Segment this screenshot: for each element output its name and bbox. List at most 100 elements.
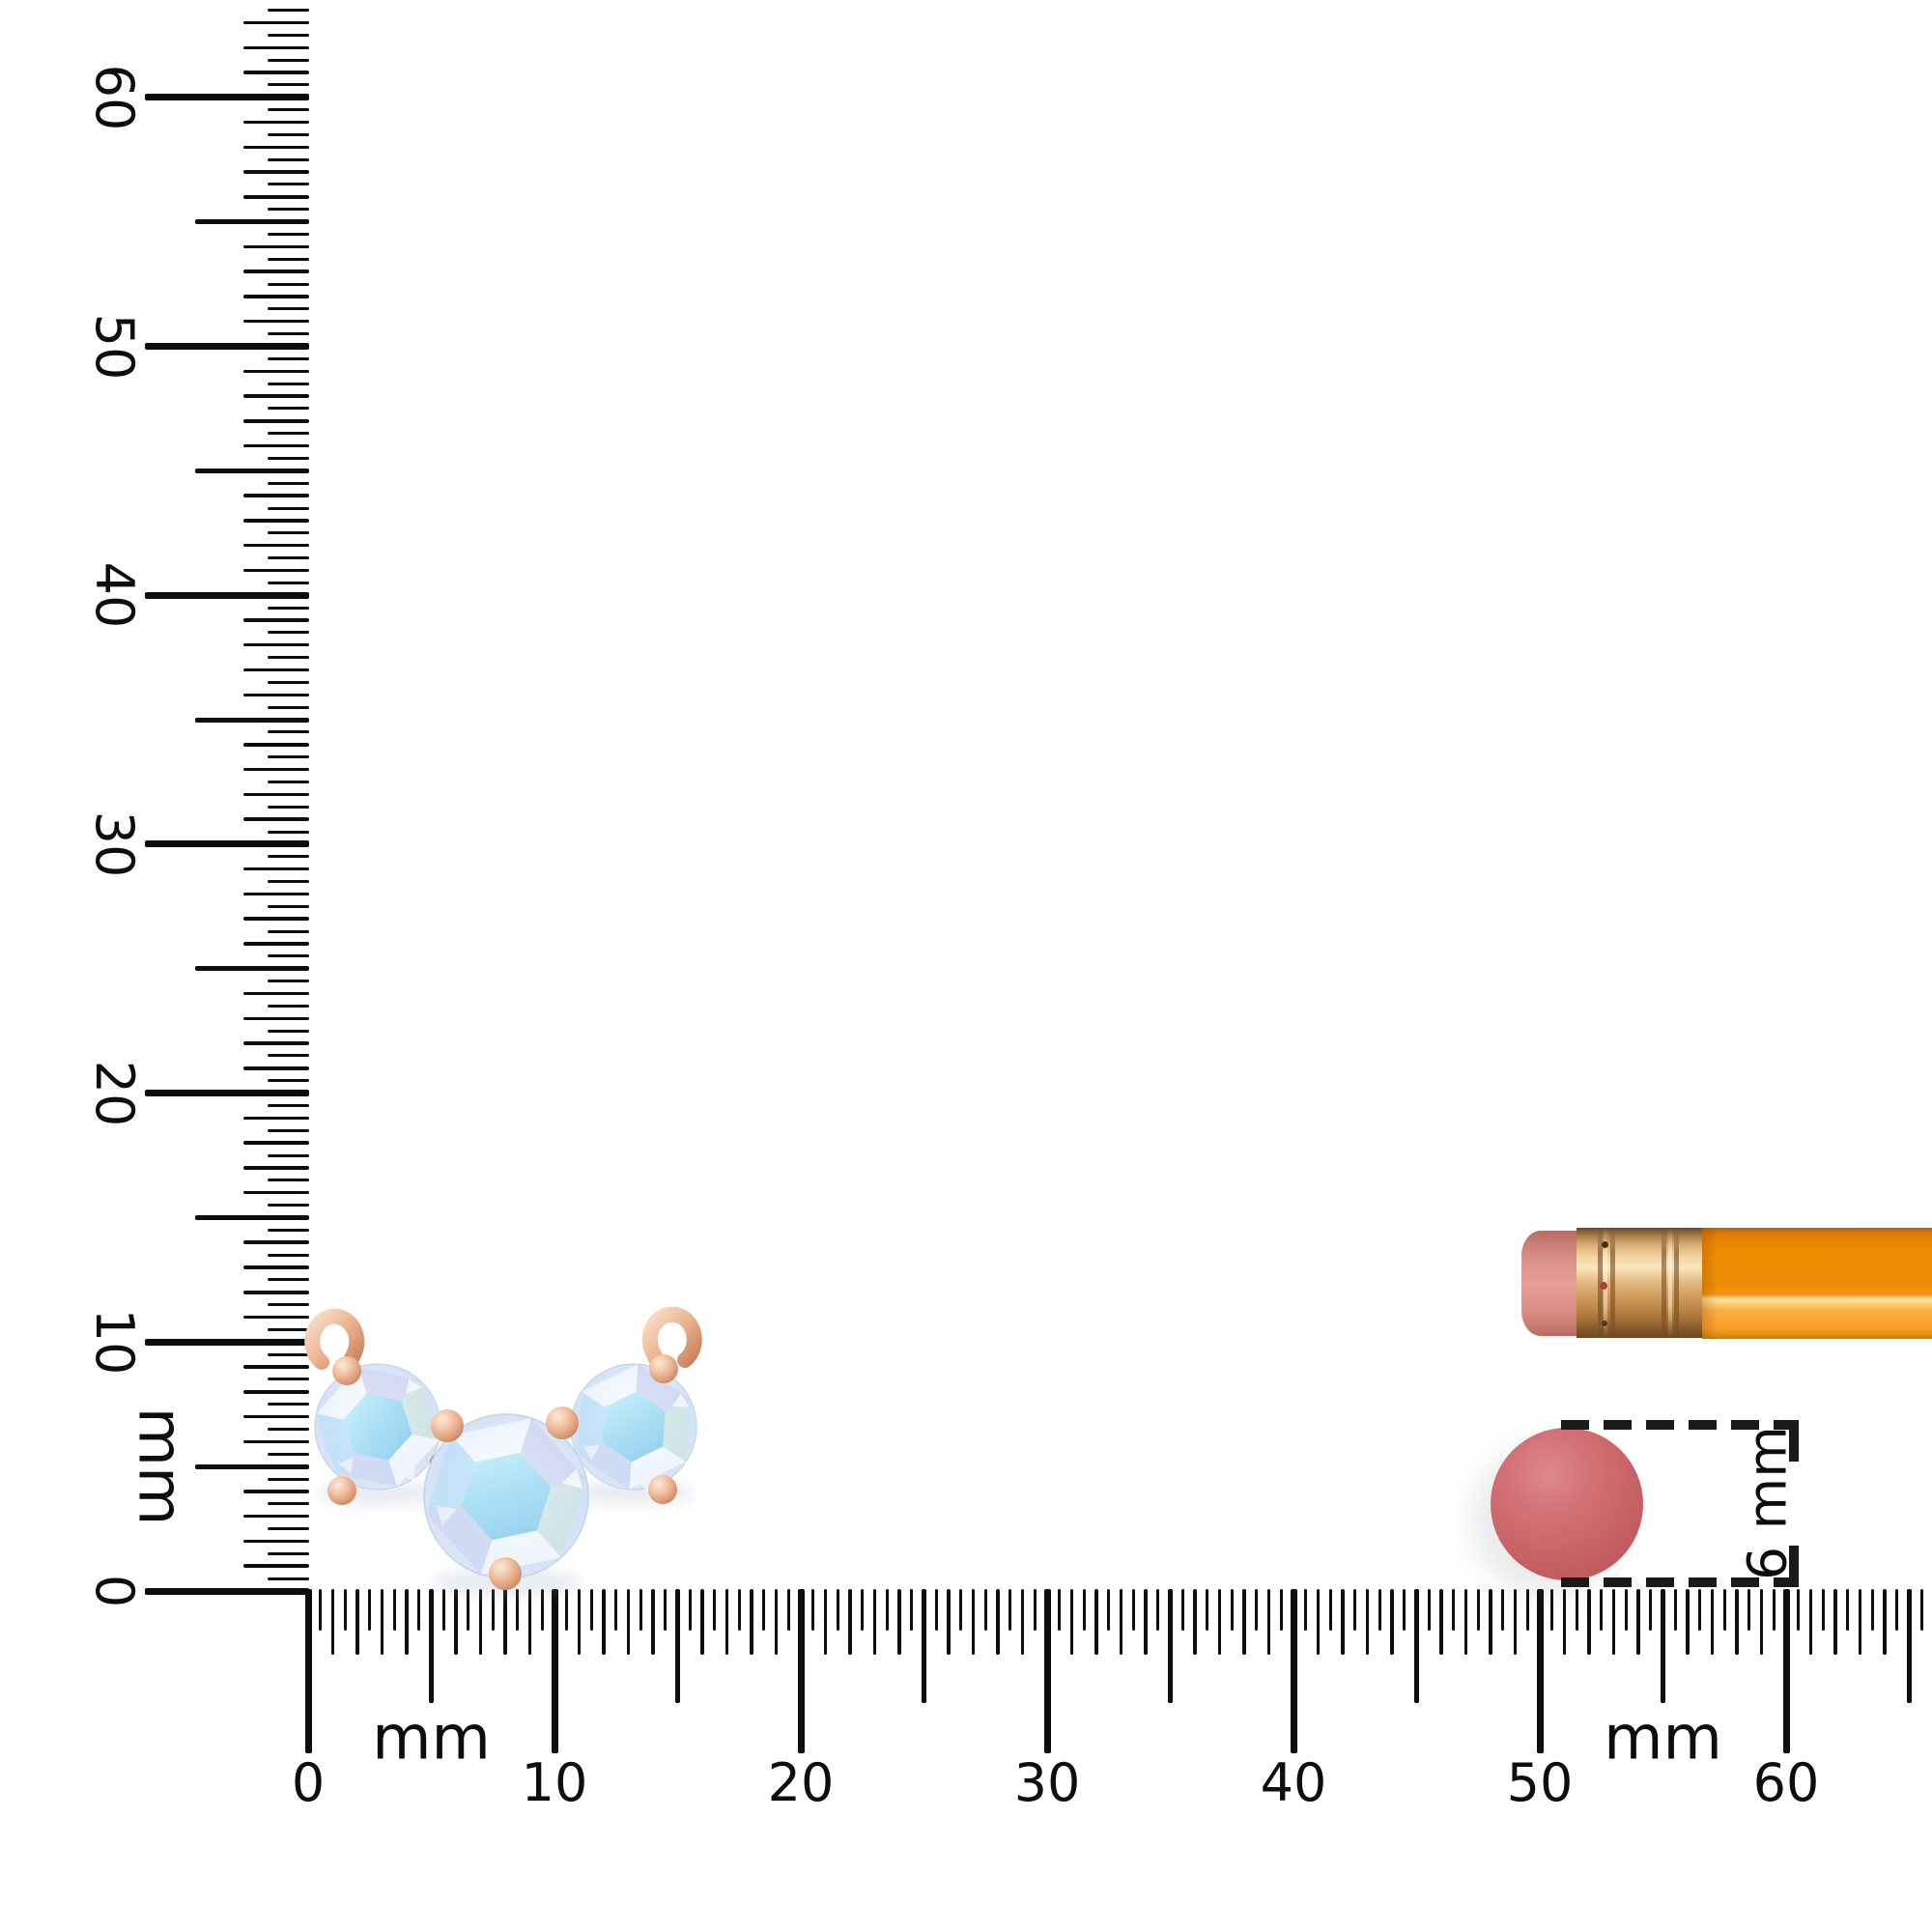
h-tick (441, 1589, 445, 1631)
v-tick (195, 717, 309, 723)
h-tick (1858, 1589, 1862, 1655)
h-tick (540, 1589, 544, 1631)
v-tick (243, 1190, 309, 1195)
h-tick (1536, 1589, 1544, 1753)
v-tick (268, 332, 309, 336)
h-tick (910, 1589, 914, 1631)
h-ruler-number-30: 30 (1013, 1752, 1081, 1813)
h-tick (1242, 1589, 1246, 1655)
h-tick (1624, 1589, 1628, 1631)
h-tick (1782, 1589, 1790, 1753)
h-tick (405, 1589, 409, 1655)
h-tick (1476, 1589, 1480, 1631)
h-tick (872, 1589, 877, 1655)
v-tick (268, 755, 309, 759)
v-tick (268, 954, 309, 958)
v-tick (243, 867, 309, 871)
h-tick (503, 1589, 507, 1655)
h-tick (1833, 1589, 1837, 1655)
h-tick (1797, 1589, 1801, 1631)
v-tick (268, 233, 309, 237)
v-tick (243, 170, 309, 174)
v-tick (243, 1315, 309, 1320)
h-tick (1452, 1589, 1456, 1631)
h-tick (959, 1589, 963, 1631)
v-tick (243, 195, 309, 199)
h-tick (1562, 1589, 1567, 1655)
v-tick (268, 1577, 309, 1580)
v-tick (268, 631, 309, 635)
v-tick (268, 33, 309, 37)
v-tick (243, 443, 309, 448)
h-tick (1009, 1589, 1012, 1631)
h-tick (1353, 1589, 1357, 1631)
h-tick (1673, 1589, 1677, 1631)
v-tick (268, 980, 309, 983)
v-tick (268, 1527, 309, 1531)
h-tick (1808, 1589, 1813, 1655)
h-tick (861, 1589, 865, 1631)
v-tick (268, 183, 309, 186)
v-tick (268, 307, 309, 311)
diameter-label: 6 mm (1736, 1426, 1799, 1580)
h-tick (454, 1589, 458, 1655)
h-tick (1735, 1589, 1739, 1655)
v-tick (243, 1390, 309, 1394)
h-tick (626, 1589, 631, 1655)
h-tick (1316, 1589, 1321, 1655)
v-tick (268, 830, 309, 834)
h-tick (304, 1589, 312, 1753)
h-tick (1304, 1589, 1308, 1631)
h-ruler-number-40: 40 (1260, 1752, 1327, 1813)
v-tick (243, 1066, 309, 1070)
h-tick (1414, 1589, 1419, 1703)
h-tick (1636, 1589, 1640, 1655)
v-tick (243, 543, 309, 548)
h-tick (664, 1589, 668, 1631)
v-tick (243, 1291, 309, 1294)
h-tick (1489, 1589, 1492, 1655)
v-tick (243, 642, 309, 647)
v-tick (243, 20, 309, 25)
v-tick (195, 966, 309, 972)
h-tick (1082, 1589, 1086, 1631)
v-tick (243, 917, 309, 921)
v-tick (268, 257, 309, 261)
h-tick (1501, 1589, 1505, 1631)
v-tick (243, 1141, 309, 1145)
v-tick (268, 606, 309, 610)
h-tick (737, 1589, 741, 1631)
v-tick (195, 219, 309, 225)
h-tick (700, 1589, 704, 1655)
v-tick (268, 481, 309, 485)
v-tick (268, 432, 309, 436)
h-tick (1722, 1589, 1726, 1631)
h-tick (417, 1589, 421, 1631)
v-tick (145, 94, 309, 101)
h-tick (1217, 1589, 1222, 1655)
h-tick (823, 1589, 828, 1655)
h-tick (786, 1589, 790, 1631)
h-tick (1846, 1589, 1850, 1631)
v-tick (145, 1587, 309, 1595)
h-tick (1230, 1589, 1234, 1631)
h-tick (1686, 1589, 1690, 1655)
h-tick (1600, 1589, 1604, 1631)
prong-ball (489, 1557, 522, 1590)
v-tick (243, 1414, 309, 1419)
v-tick (268, 730, 309, 734)
v-tick (145, 840, 309, 848)
h-tick (565, 1589, 569, 1631)
pencil (1521, 1228, 1932, 1339)
h-tick (1390, 1589, 1394, 1655)
h-tick (1649, 1589, 1653, 1631)
dashed-line-top (1561, 1420, 1799, 1430)
h-tick (368, 1589, 372, 1631)
v-tick (243, 369, 309, 374)
h-tick (1365, 1589, 1370, 1655)
v-tick (268, 382, 309, 385)
v-tick (268, 1427, 309, 1431)
h-tick (1094, 1589, 1098, 1655)
v-tick (268, 9, 309, 13)
